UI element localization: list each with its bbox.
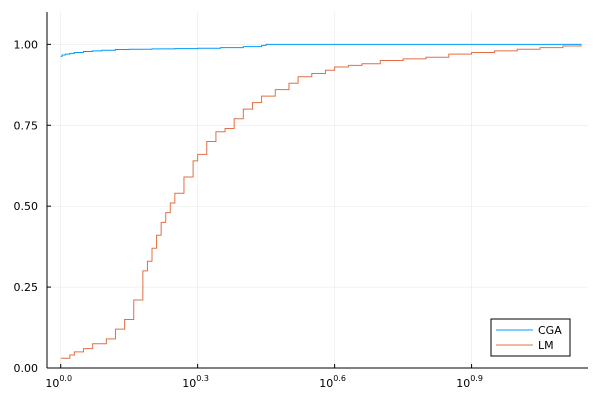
y-tick-label: 1.00 [14, 38, 39, 51]
x-tick-base: 10 [45, 377, 59, 390]
x-tick-label: 100.9 [456, 374, 483, 390]
legend-box [490, 318, 571, 357]
y-tick-label: 0.00 [14, 362, 39, 375]
x-tick-labels: 100.0 100.3 100.6 100.9 [45, 374, 483, 390]
plot-series [60, 43, 582, 359]
series-line-lm [60, 44, 582, 359]
x-tick-label: 100.0 [45, 374, 72, 390]
series-line-cga [60, 43, 582, 57]
y-tick-label: 0.75 [14, 119, 39, 132]
grid-lines [47, 12, 588, 369]
x-tick-exponent: 0.9 [470, 374, 483, 383]
legend-label-lm: LM [538, 339, 554, 352]
x-tick-exponent: 0.0 [59, 374, 72, 383]
x-tick-base: 10 [456, 377, 470, 390]
x-tick-label: 100.6 [319, 374, 346, 390]
x-tick-exponent: 0.3 [196, 374, 209, 383]
y-tick-label: 0.50 [14, 200, 39, 213]
y-tick-labels: 0.00 0.25 0.50 0.75 1.00 [14, 38, 39, 375]
x-tick-base: 10 [182, 377, 196, 390]
x-tick-exponent: 0.6 [333, 374, 346, 383]
x-tick-base: 10 [319, 377, 333, 390]
legend-label-cga: CGA [538, 324, 562, 337]
legend: CGA LM [490, 318, 571, 357]
x-tick-label: 100.3 [182, 374, 209, 390]
y-tick-label: 0.25 [14, 281, 39, 294]
